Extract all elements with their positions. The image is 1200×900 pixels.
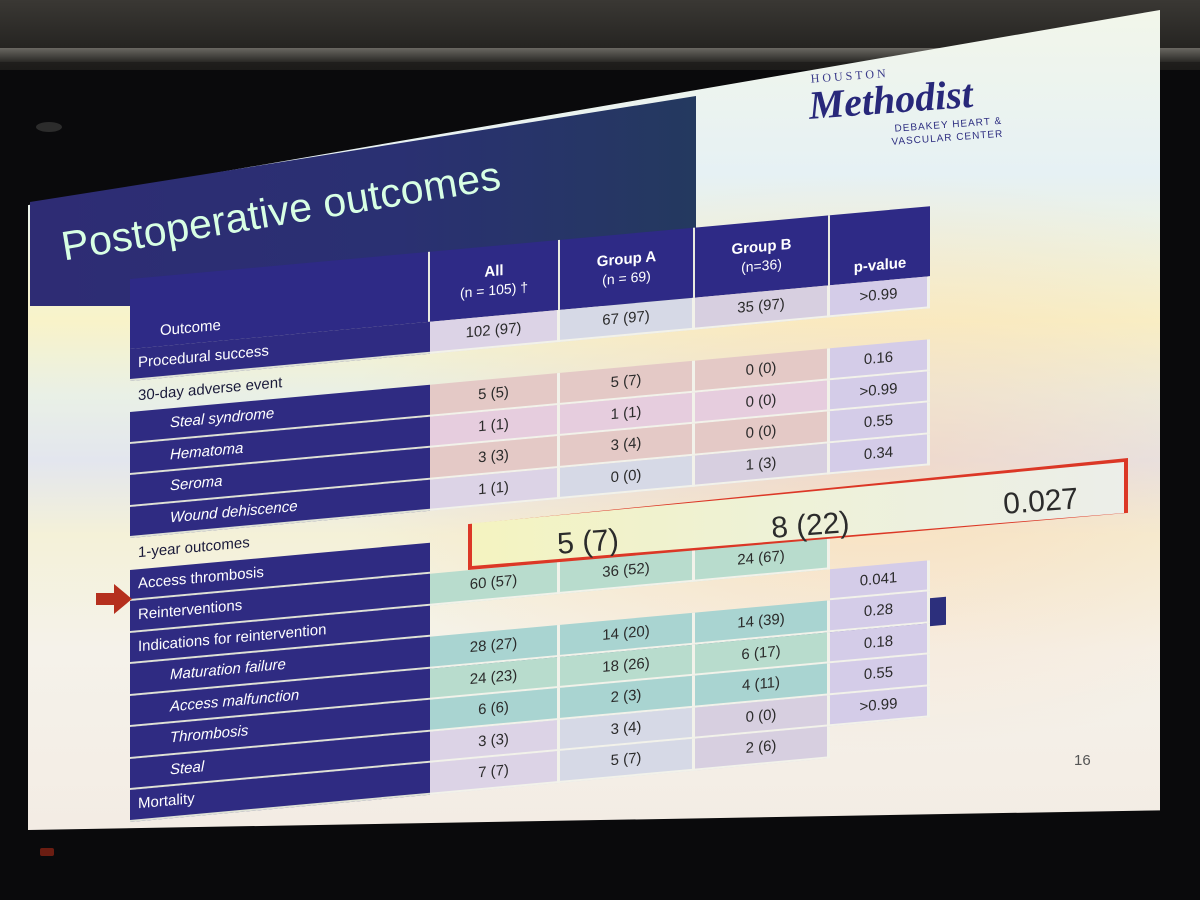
header-all-n: (n = 105) † xyxy=(459,278,529,301)
outcomes-table: Outcome All (n = 105) † Group A (n = 69)… xyxy=(130,139,946,822)
header-p-value: p-value xyxy=(830,206,930,286)
header-group-a-n: (n = 69) xyxy=(602,267,651,289)
cell-all: 60 (57) xyxy=(430,561,560,606)
header-group-b-n: (n=36) xyxy=(741,255,782,276)
callout-group-b: 8 (22) xyxy=(770,505,851,545)
ceiling-speaker xyxy=(36,122,62,132)
pointer-arrow-icon xyxy=(96,584,132,614)
header-all: All (n = 105) † xyxy=(430,239,560,322)
header-all-title: All xyxy=(484,262,504,281)
callout-group-a: 5 (7) xyxy=(556,523,621,561)
header-group-a: Group A (n = 69) xyxy=(560,227,695,310)
slide-page-number: 16 xyxy=(1074,752,1091,769)
header-group-b: Group B (n=36) xyxy=(695,215,830,298)
callout-p-value: 0.027 xyxy=(1002,482,1080,521)
floor-light xyxy=(40,848,54,856)
